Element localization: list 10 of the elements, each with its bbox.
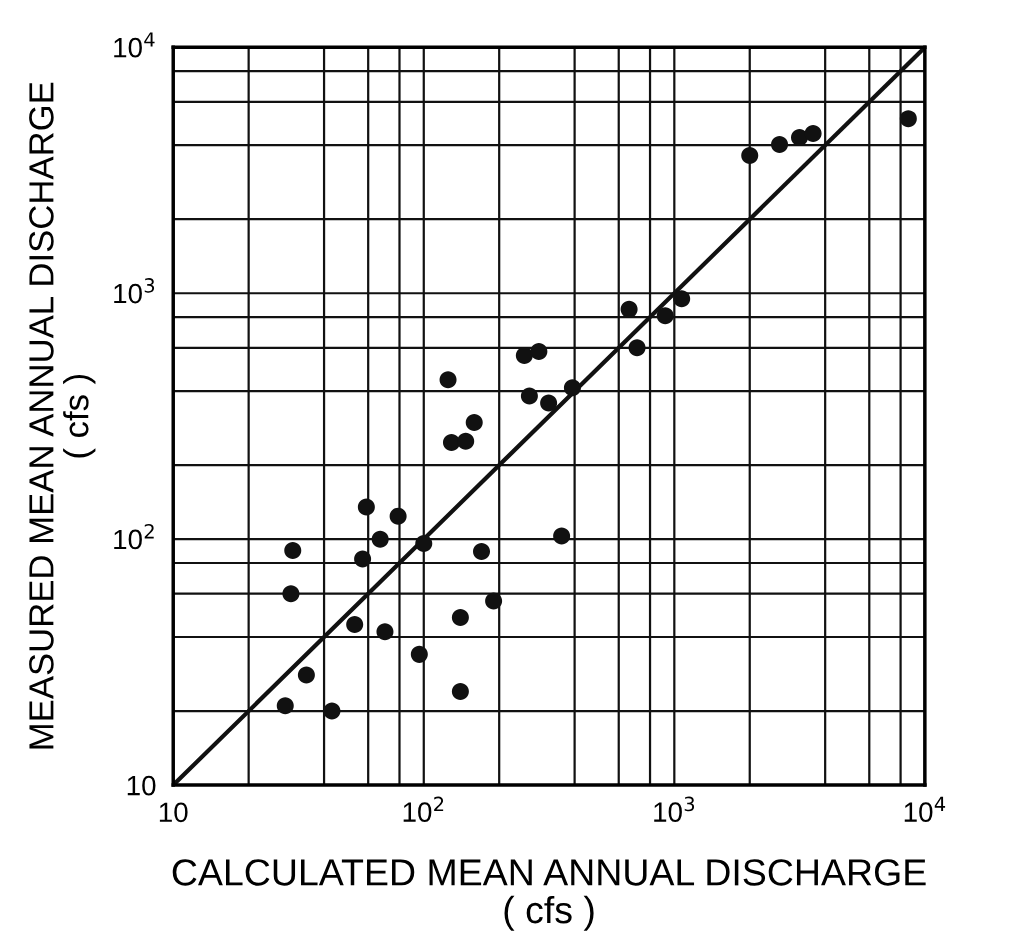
x-tick-label: 10 bbox=[159, 802, 188, 823]
y-tick-label: 10 bbox=[127, 775, 156, 796]
x-tick-label: 10$^{3}$ bbox=[654, 796, 695, 822]
y-tick-label: 10$^{4}$ bbox=[114, 32, 155, 58]
y-tick-label: 10$^{3}$ bbox=[114, 278, 155, 304]
x-tick-label: 10$^{4}$ bbox=[904, 796, 946, 822]
x-axis-title: CALCULATED MEAN ANNUAL DISCHARGE ( cfs ) bbox=[172, 859, 926, 931]
y-axis-title: MEASURED MEAN ANNUAL DISCHARGE ( cfs ) bbox=[29, 82, 96, 749]
x-tick-label: 10$^{2}$ bbox=[403, 796, 444, 822]
y-tick-label: 10$^{2}$ bbox=[114, 523, 154, 550]
